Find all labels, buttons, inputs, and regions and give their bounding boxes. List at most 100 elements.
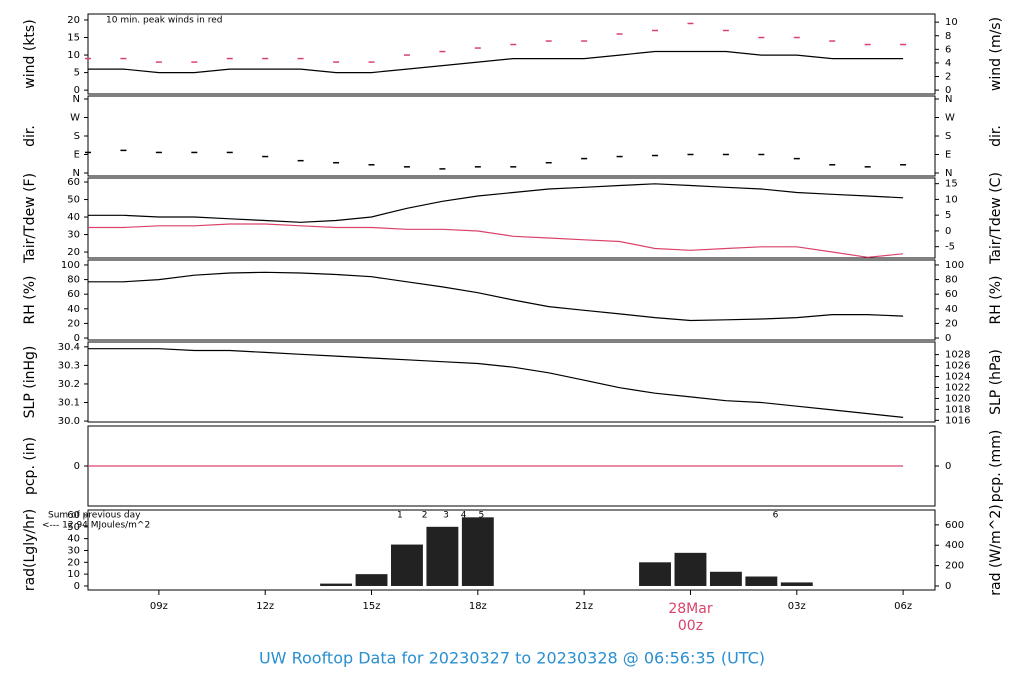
y-tick-label: 30.1 xyxy=(58,398,80,409)
y2-tick-label: 1028 xyxy=(945,350,970,361)
y-tick-label: S xyxy=(74,131,80,142)
panel-frame xyxy=(87,259,936,341)
marker-label: 5 xyxy=(479,511,485,521)
line xyxy=(88,348,904,418)
y2-axis-label: rad (W/m^2) xyxy=(988,504,1004,595)
y2-tick-label: 0 xyxy=(945,581,951,592)
y-tick-label: 30.2 xyxy=(58,379,80,390)
y-tick-label: 20 xyxy=(67,557,80,568)
y2-tick-label: 1024 xyxy=(945,372,970,383)
y2-tick-label: 6 xyxy=(945,44,951,55)
y2-tick-label: N xyxy=(945,94,952,105)
y2-tick-label: 100 xyxy=(945,260,964,271)
bar xyxy=(709,571,742,586)
panel-frame xyxy=(87,95,936,177)
y-tick-label: 30.3 xyxy=(58,360,80,371)
y2-axis-label: RH (%) xyxy=(988,276,1004,325)
y-tick-label: N xyxy=(73,94,80,105)
line xyxy=(88,223,904,258)
y2-axis-label: SLP (hPa) xyxy=(988,349,1004,415)
y-tick-label: 0 xyxy=(74,85,80,96)
y-tick-label: 15 xyxy=(67,33,80,44)
note: <--- 12.94 MJoules/m^2 xyxy=(42,521,150,531)
y-tick-label: 60 xyxy=(67,177,80,188)
marker-label: 4 xyxy=(461,511,467,521)
y-axis-label: wind (kts) xyxy=(22,19,38,88)
chart-title: UW Rooftop Data for 20230327 to 20230328… xyxy=(259,649,765,668)
bar xyxy=(320,583,353,586)
y-axis-label: Tair/Tdew (F) xyxy=(22,173,38,264)
y2-tick-label: 400 xyxy=(945,540,964,551)
y2-tick-label: 1026 xyxy=(945,361,970,372)
y-tick-label: 100 xyxy=(61,260,80,271)
marker-label: 1 xyxy=(397,511,403,521)
y2-tick-label: 8 xyxy=(945,31,951,42)
x-tick-label: 15z xyxy=(363,601,381,612)
y2-tick-label: 0 xyxy=(945,461,951,472)
y2-tick-label: 0 xyxy=(945,226,951,237)
bar xyxy=(674,552,707,586)
y-axis-label: RH (%) xyxy=(22,276,38,325)
panel-frame xyxy=(87,13,936,95)
y2-axis-label: Tair/Tdew (C) xyxy=(988,172,1004,265)
y-tick-label: 30 xyxy=(67,230,80,241)
y2-tick-label: 10 xyxy=(945,194,958,205)
panel-frame xyxy=(87,509,936,591)
y2-tick-label: 600 xyxy=(945,520,964,531)
y-axis-label: pcp. (in) xyxy=(22,437,38,495)
y-tick-label: 40 xyxy=(67,212,80,223)
line xyxy=(88,50,904,74)
y-tick-label: 30.4 xyxy=(58,342,80,353)
y2-tick-label: 5 xyxy=(945,210,951,221)
y2-tick-label: 1022 xyxy=(945,382,970,393)
y-tick-label: W xyxy=(70,113,80,124)
y-tick-label: 60 xyxy=(67,289,80,300)
y-tick-label: 80 xyxy=(67,275,80,286)
y-tick-label: 0 xyxy=(74,461,80,472)
y-tick-label: 30.0 xyxy=(58,416,80,427)
y-tick-label: 0 xyxy=(74,581,80,592)
y2-tick-label: 2 xyxy=(945,72,951,83)
y-axis-label: dir. xyxy=(22,125,38,147)
bar xyxy=(745,576,778,586)
y2-tick-label: 15 xyxy=(945,179,958,190)
y2-axis-label: pcp. (mm) xyxy=(988,430,1004,503)
line xyxy=(88,183,904,223)
line xyxy=(88,271,904,322)
y2-tick-label: 1018 xyxy=(945,404,970,415)
date-label: 28Mar xyxy=(668,601,712,617)
y-axis-label: rad(Lgly/hr) xyxy=(22,509,38,591)
y2-tick-label: -5 xyxy=(945,242,955,253)
y-tick-label: 50 xyxy=(67,522,80,533)
y-tick-label: N xyxy=(73,168,80,179)
y-tick-label: 10 xyxy=(67,569,80,580)
y2-tick-label: E xyxy=(945,149,951,160)
y-tick-label: 20 xyxy=(67,318,80,329)
marker-label: 2 xyxy=(422,511,428,521)
y2-axis-label: wind (m/s) xyxy=(988,17,1004,91)
x-tick-label: 12z xyxy=(256,601,274,612)
x-tick-label: 09z xyxy=(150,601,168,612)
y-tick-label: E xyxy=(74,149,80,160)
y-tick-label: 40 xyxy=(67,304,80,315)
y-tick-label: 50 xyxy=(67,195,80,206)
y2-tick-label: 4 xyxy=(945,58,951,69)
y-axis-label: SLP (inHg) xyxy=(22,346,38,419)
x-tick-label: 18z xyxy=(469,601,487,612)
y2-tick-label: 80 xyxy=(945,275,958,286)
y2-axis-label: dir. xyxy=(988,125,1004,147)
bar xyxy=(780,582,813,586)
panel-frame xyxy=(87,177,936,259)
y-tick-label: 20 xyxy=(67,247,80,258)
note: Sum of previous day xyxy=(48,511,141,521)
y2-tick-label: 200 xyxy=(945,561,964,572)
y-tick-label: 30 xyxy=(67,545,80,556)
y2-tick-label: 0 xyxy=(945,333,951,344)
x-tick-label: 00z xyxy=(678,618,703,634)
panel-frame xyxy=(87,341,936,423)
y-tick-label: 60 xyxy=(67,510,80,521)
bar xyxy=(355,574,388,586)
y2-tick-label: 10 xyxy=(945,17,958,28)
marker-label: 6 xyxy=(773,511,779,521)
